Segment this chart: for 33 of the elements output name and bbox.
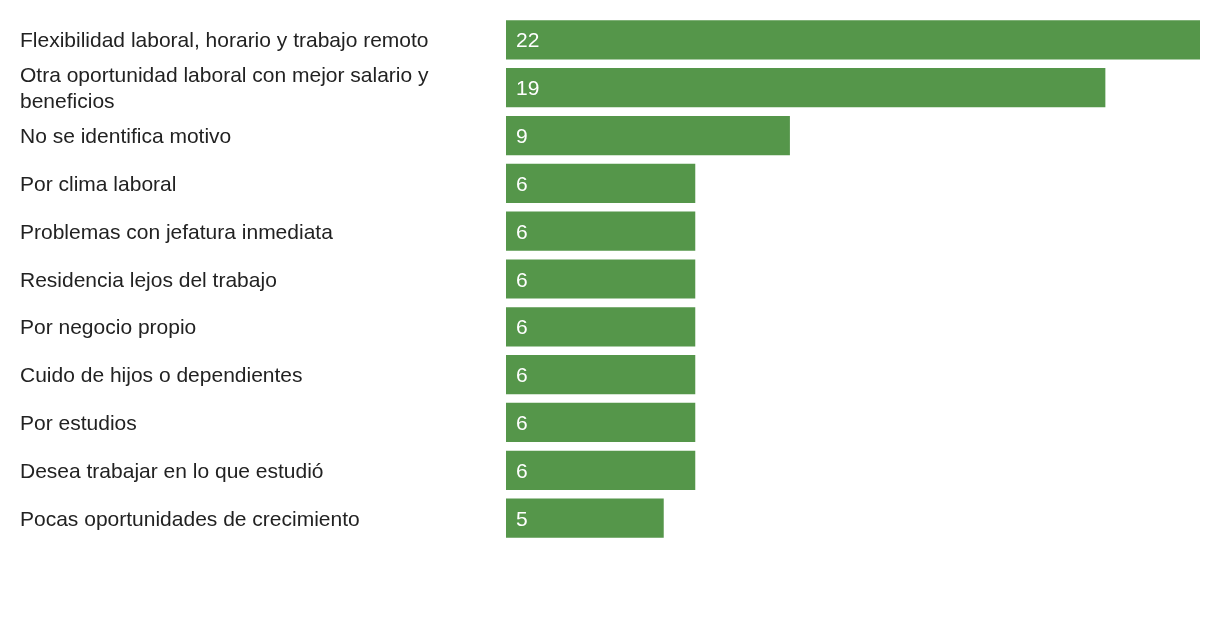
y-tick-label: Cuido de hijos o dependientes	[20, 363, 303, 387]
data-label: 6	[516, 267, 528, 291]
data-label: 6	[516, 219, 528, 243]
data-label: 19	[516, 76, 540, 100]
y-tick-label: Flexibilidad laboral, horario y trabajo remoto	[20, 28, 429, 52]
bar	[506, 20, 1200, 60]
y-tick-label: Por negocio propio	[20, 315, 197, 339]
data-label: 5	[516, 506, 528, 530]
data-label: 6	[516, 315, 528, 339]
bar	[506, 211, 696, 251]
y-tick-label: Por estudios	[20, 410, 137, 434]
bar	[506, 307, 696, 347]
y-tick-label: Residencia lejos del trabajo	[20, 267, 277, 291]
bar	[506, 115, 790, 156]
bar	[506, 498, 664, 538]
bar	[506, 450, 696, 490]
y-tick-label: Por clima laboral	[20, 171, 177, 195]
data-label: 6	[516, 410, 528, 434]
bar	[506, 355, 696, 395]
y-tick-label: Problemas con jefatura inmediata	[20, 219, 334, 243]
data-label: 6	[516, 458, 528, 482]
data-label: 6	[516, 363, 528, 387]
data-label: 6	[516, 171, 528, 195]
y-tick-label: Desea trabajar en lo que estudió	[20, 458, 324, 482]
y-tick-label: Pocas oportunidades de crecimiento	[20, 506, 360, 530]
data-label: 22	[516, 28, 540, 52]
bar	[506, 163, 696, 203]
bar	[506, 68, 1106, 108]
y-tick-label: No se identifica motivo	[20, 124, 232, 148]
y-tick-label: Otra oportunidad laboral con mejor salario y beneficios	[20, 63, 435, 113]
bar	[506, 259, 696, 299]
data-label: 9	[516, 124, 528, 148]
bar	[506, 402, 696, 443]
